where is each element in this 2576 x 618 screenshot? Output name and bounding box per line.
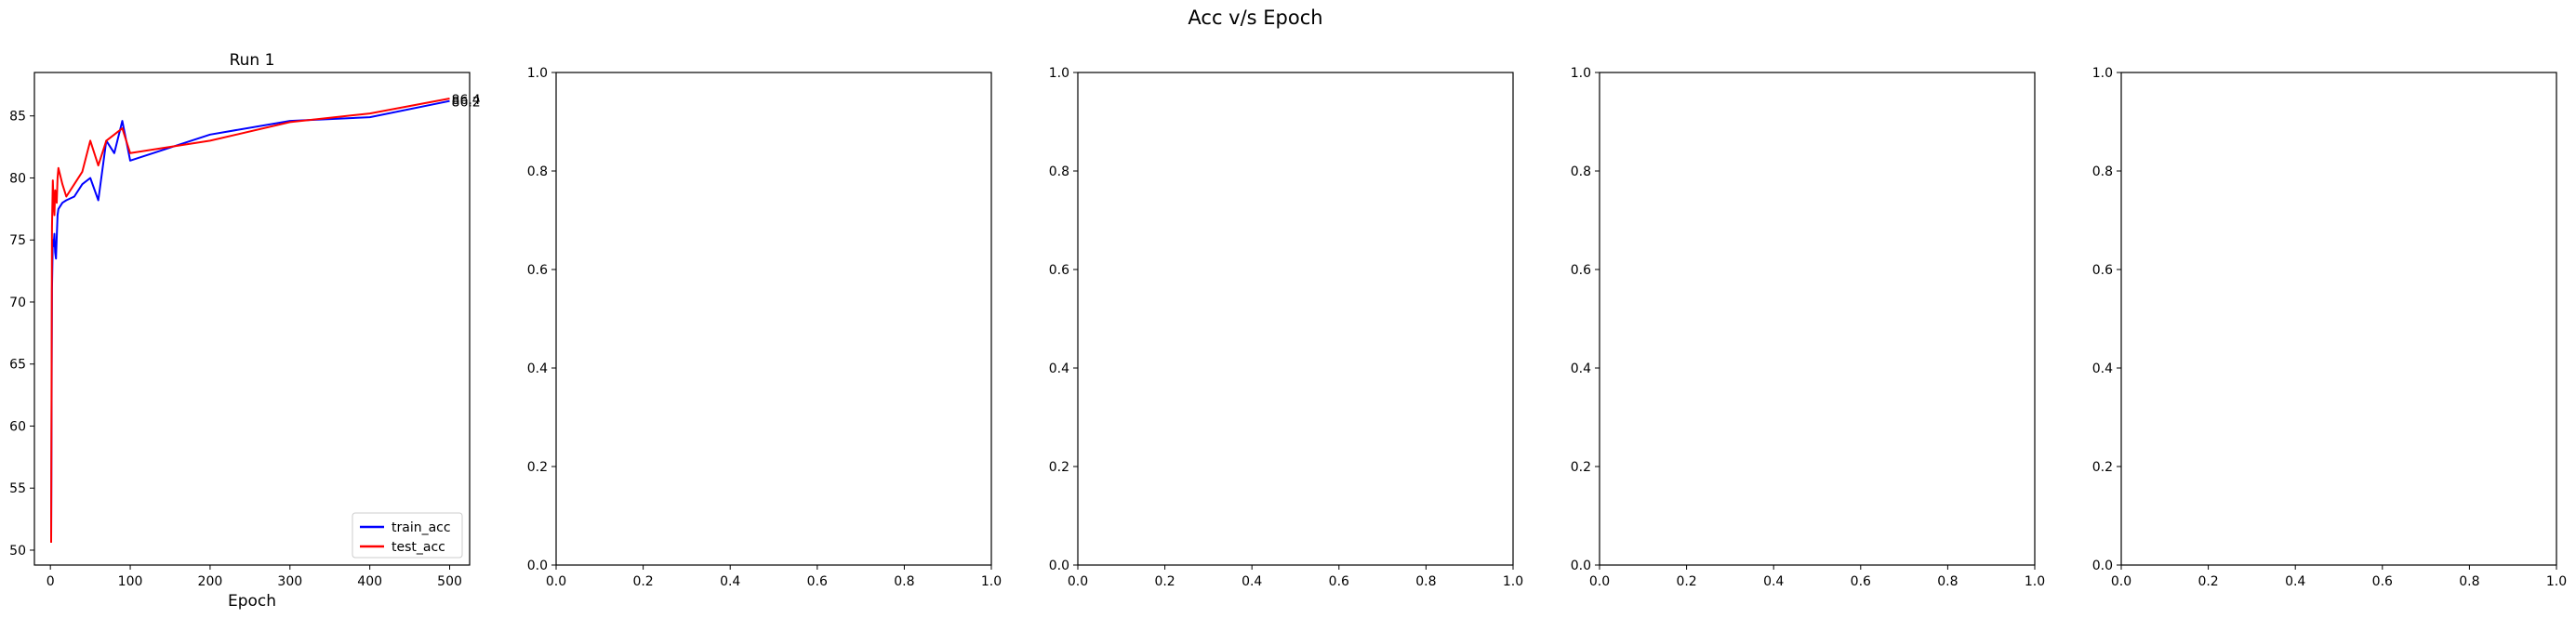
y-tick-label: 75 bbox=[9, 233, 26, 248]
x-tick-label: 0.6 bbox=[1329, 574, 1349, 589]
y-tick-label: 0.8 bbox=[2092, 164, 2113, 179]
x-tick-label: 0.2 bbox=[2198, 574, 2218, 589]
x-tick-label: 200 bbox=[198, 574, 223, 589]
legend-label-train_acc: train_acc bbox=[392, 520, 451, 535]
end-value-label: 86.4 bbox=[452, 93, 481, 108]
y-tick-label: 0.0 bbox=[2092, 559, 2113, 573]
x-tick-label: 0.4 bbox=[2285, 574, 2305, 589]
y-tick-label: 65 bbox=[9, 358, 26, 373]
x-tick-label: 1.0 bbox=[981, 574, 1002, 589]
x-tick-label: 300 bbox=[277, 574, 302, 589]
end-value-label: 86.2 bbox=[452, 96, 481, 111]
plot-frame-1 bbox=[33, 72, 471, 566]
y-tick-label: 0.0 bbox=[527, 559, 548, 573]
x-tick-label: 1.0 bbox=[2546, 574, 2567, 589]
x-tick-label: 0.6 bbox=[807, 574, 828, 589]
plot-frame-4 bbox=[1599, 72, 2036, 566]
y-tick-label: 80 bbox=[9, 171, 26, 186]
series-line-train_acc bbox=[50, 99, 450, 544]
y-tick-label: 0.8 bbox=[1049, 164, 1069, 179]
y-tick-label: 85 bbox=[9, 110, 26, 125]
x-axis-label: Epoch bbox=[228, 592, 276, 611]
x-tick-label: 0.2 bbox=[1154, 574, 1175, 589]
x-tick-label: 0.4 bbox=[1242, 574, 1262, 589]
y-tick-label: 0.2 bbox=[1049, 460, 1069, 475]
y-tick-label: 70 bbox=[9, 296, 26, 310]
figure-suptitle: Acc v/s Epoch bbox=[1188, 7, 1322, 29]
y-tick-label: 0.2 bbox=[527, 460, 548, 475]
x-tick-label: 0.0 bbox=[1589, 574, 1610, 589]
x-tick-label: 0.8 bbox=[894, 574, 914, 589]
y-tick-label: 0.8 bbox=[527, 164, 548, 179]
plot-frame-2 bbox=[555, 72, 992, 566]
y-tick-label: 0.6 bbox=[1049, 263, 1069, 278]
y-tick-label: 1.0 bbox=[2092, 66, 2113, 81]
x-tick-label: 0 bbox=[46, 574, 55, 589]
x-tick-label: 0.8 bbox=[2459, 574, 2479, 589]
y-tick-label: 0.8 bbox=[1571, 164, 1591, 179]
y-tick-label: 1.0 bbox=[527, 66, 548, 81]
legend-label-test_acc: test_acc bbox=[392, 540, 445, 555]
y-tick-label: 0.6 bbox=[1571, 263, 1591, 278]
x-tick-label: 0.8 bbox=[1937, 574, 1958, 589]
x-tick-label: 0.6 bbox=[1851, 574, 1871, 589]
y-tick-label: 0.0 bbox=[1049, 559, 1069, 573]
x-tick-label: 0.0 bbox=[1068, 574, 1088, 589]
y-tick-label: 0.4 bbox=[2092, 362, 2113, 376]
y-tick-label: 0.4 bbox=[1571, 362, 1591, 376]
y-tick-label: 0.6 bbox=[527, 263, 548, 278]
x-tick-label: 100 bbox=[118, 574, 143, 589]
y-tick-label: 0.2 bbox=[2092, 460, 2113, 475]
x-tick-label: 0.8 bbox=[1415, 574, 1436, 589]
plot-title: Run 1 bbox=[230, 51, 275, 70]
x-tick-label: 500 bbox=[437, 574, 462, 589]
y-tick-label: 0.0 bbox=[1571, 559, 1591, 573]
y-tick-label: 0.6 bbox=[2092, 263, 2113, 278]
y-tick-label: 0.4 bbox=[1049, 362, 1069, 376]
y-tick-label: 60 bbox=[9, 419, 26, 434]
x-tick-label: 0.0 bbox=[546, 574, 566, 589]
y-tick-label: 0.2 bbox=[1571, 460, 1591, 475]
x-tick-label: 1.0 bbox=[2025, 574, 2045, 589]
x-tick-label: 0.2 bbox=[632, 574, 653, 589]
y-tick-label: 1.0 bbox=[1571, 66, 1591, 81]
y-tick-label: 50 bbox=[9, 544, 26, 559]
x-tick-label: 0.4 bbox=[1763, 574, 1784, 589]
x-tick-label: 400 bbox=[357, 574, 382, 589]
x-tick-label: 0.6 bbox=[2372, 574, 2393, 589]
plot-frame-3 bbox=[1077, 72, 1514, 566]
y-tick-label: 0.4 bbox=[527, 362, 548, 376]
plot-frame-5 bbox=[2120, 72, 2557, 566]
x-tick-label: 0.2 bbox=[1676, 574, 1696, 589]
x-tick-label: 0.0 bbox=[2111, 574, 2131, 589]
x-tick-label: 1.0 bbox=[1503, 574, 1523, 589]
series-line-test_acc bbox=[50, 98, 450, 544]
x-tick-label: 0.4 bbox=[720, 574, 740, 589]
y-tick-label: 1.0 bbox=[1049, 66, 1069, 81]
y-tick-label: 55 bbox=[9, 481, 26, 496]
